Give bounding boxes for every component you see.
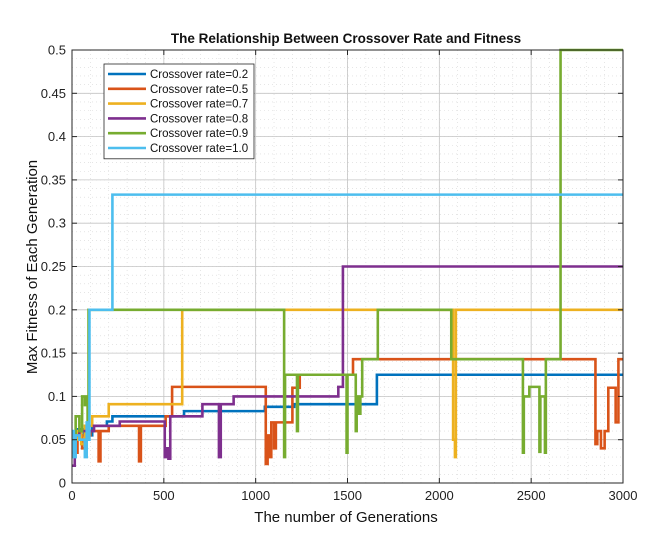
x-tick-label: 2500 xyxy=(517,488,546,503)
x-axis-ticks: 0 500 1000 1500 2000 2500 3000 xyxy=(68,50,637,503)
legend-label: Crossover rate=0.9 xyxy=(150,128,248,140)
x-tick-label: 3000 xyxy=(609,488,638,503)
legend-label: Crossover rate=0.7 xyxy=(150,99,248,111)
legend-label: Crossover rate=0.5 xyxy=(150,84,248,96)
y-axis-ticks: 0 0.05 0.1 0.15 0.2 0.25 0.3 0.35 0.4 0.45 0.5 xyxy=(41,43,623,491)
series-line-2 xyxy=(72,357,623,466)
legend-label: Crossover rate=1.0 xyxy=(150,143,248,155)
series-line-4 xyxy=(72,265,623,467)
x-tick-label: 500 xyxy=(153,488,175,503)
legend: Crossover rate=0.2 Crossover rate=0.5 Cros… xyxy=(103,63,255,160)
y-tick-label: 0.15 xyxy=(41,346,66,361)
x-tick-label: 1500 xyxy=(333,488,362,503)
x-tick-label: 0 xyxy=(68,488,75,503)
y-tick-label: 0 xyxy=(59,476,66,491)
legend-label: Crossover rate=0.2 xyxy=(150,69,248,81)
y-tick-label: 0.4 xyxy=(48,129,66,144)
series-line-5 xyxy=(72,48,623,459)
y-tick-label: 0.35 xyxy=(41,172,66,187)
legend-label: Crossover rate=0.8 xyxy=(150,113,248,125)
y-tick-label: 0.45 xyxy=(41,86,66,101)
x-tick-label: 2000 xyxy=(425,488,454,503)
x-tick-label: 1000 xyxy=(241,488,270,503)
y-tick-label: 0.25 xyxy=(41,259,66,274)
x-axis-label: The number of Generations xyxy=(254,509,437,526)
y-tick-label: 0.5 xyxy=(48,43,66,58)
series-line-3 xyxy=(72,308,623,459)
legend-box xyxy=(103,63,255,160)
chart-title: The Relationship Between Crossover Rate … xyxy=(171,31,521,46)
y-tick-label: 0.2 xyxy=(48,302,66,317)
y-tick-label: 0.05 xyxy=(41,432,66,447)
y-axis-label: Max Fitness of Each Generation xyxy=(24,160,41,374)
y-tick-label: 0.3 xyxy=(48,216,66,231)
y-tick-label: 0.1 xyxy=(48,389,66,404)
series-line-6 xyxy=(72,193,623,459)
series-layer xyxy=(72,48,623,467)
